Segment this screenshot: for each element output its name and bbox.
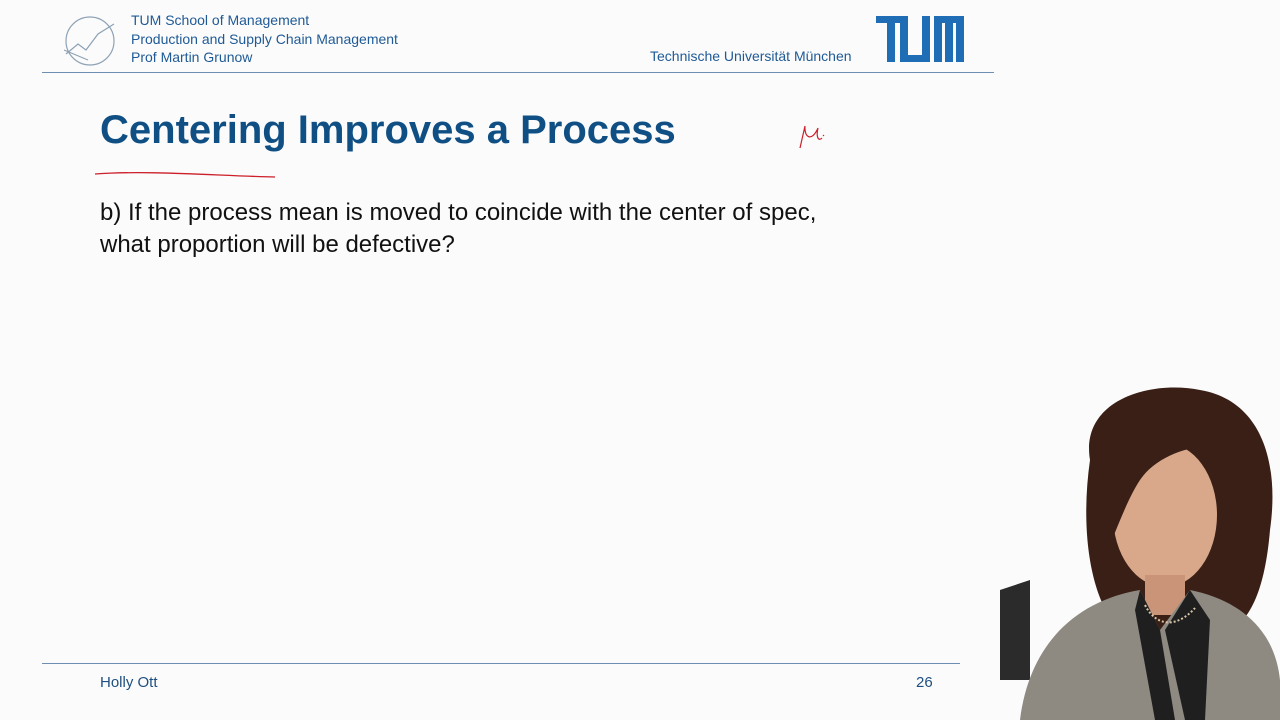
footer-divider	[42, 663, 994, 664]
title-underline-annotation	[94, 172, 276, 178]
slide-title: Centering Improves a Process	[100, 108, 676, 152]
chair-name: Production and Supply Chain Management	[131, 31, 398, 47]
question-text: b) If the process mean is moved to coinc…	[100, 197, 960, 261]
tum-logo	[876, 16, 964, 62]
school-name: TUM School of Management	[131, 12, 310, 28]
question-line-1: b) If the process mean is moved to coinc…	[100, 199, 817, 226]
professor-name: Prof Martin Grunow	[131, 49, 253, 65]
chair-logo-icon	[63, 16, 115, 66]
page-number: 26	[916, 674, 933, 691]
mu-symbol-annotation	[799, 125, 825, 149]
header-divider	[42, 72, 994, 73]
footer-author: Holly Ott	[100, 674, 158, 691]
question-line-2: what proportion will be defective?	[100, 231, 455, 258]
university-name: Technische Universität München	[650, 48, 852, 64]
presenter-video	[960, 380, 1280, 720]
